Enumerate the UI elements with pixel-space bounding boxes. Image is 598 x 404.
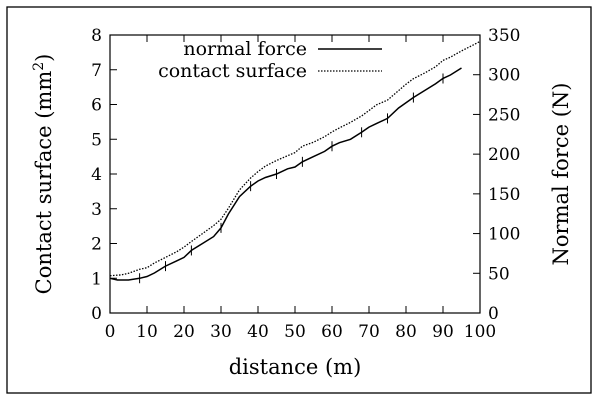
right-tick-label: 100	[488, 225, 520, 245]
left-tick-label: 2	[91, 235, 102, 255]
x-axis-title: distance (m)	[229, 355, 362, 379]
left-axis-ticks: 0 1 2 3 4 5 6 7 8	[91, 26, 117, 324]
left-tick-label: 7	[91, 61, 102, 81]
right-axis-title: Normal force (N)	[549, 83, 573, 266]
left-axis-title-main: Contact surface (mm	[32, 71, 56, 295]
right-tick-label: 250	[488, 105, 520, 125]
left-tick-label: 6	[91, 96, 102, 116]
x-tick-label: 10	[136, 322, 158, 342]
series-line-normal-force	[109, 67, 462, 281]
left-axis-title: Contact surface (mm2)	[31, 54, 56, 295]
x-tick-label: 0	[105, 322, 116, 342]
x-tick-label: 50	[284, 322, 306, 342]
left-tick-label: 8	[91, 26, 102, 46]
right-tick-label: 350	[488, 26, 520, 46]
x-tick-label: 90	[432, 322, 454, 342]
right-tick-label: 200	[488, 145, 520, 165]
left-axis-title-superscript: 2	[31, 62, 47, 71]
x-tick-label: 70	[358, 322, 380, 342]
figure-frame	[6, 6, 592, 394]
right-axis-ticks: 0 50 100 150 200 250 300 350	[473, 26, 520, 324]
x-tick-label: 20	[173, 322, 195, 342]
legend-label-contact-surface: contact surface	[158, 60, 307, 82]
right-tick-label: 300	[488, 66, 520, 86]
legend-label-normal-force: normal force	[183, 38, 307, 60]
left-tick-label: 1	[91, 269, 102, 289]
x-tick-label: 100	[464, 322, 496, 342]
right-tick-label: 0	[488, 304, 499, 324]
left-tick-label: 4	[91, 165, 102, 185]
x-tick-label: 60	[321, 322, 343, 342]
x-tick-label: 30	[210, 322, 232, 342]
series-line-contact-surface	[109, 40, 481, 277]
left-tick-label: 0	[91, 304, 102, 324]
left-axis-title-end: )	[32, 54, 56, 62]
series-layer	[109, 40, 481, 284]
legend: normal force contact surface	[158, 38, 382, 82]
left-tick-label: 5	[91, 130, 102, 150]
x-tick-label: 40	[247, 322, 269, 342]
x-axis-ticks: 0 10 20 30 40 50 60 70 80 90 100	[105, 35, 496, 342]
right-tick-label: 150	[488, 185, 520, 205]
x-tick-label: 80	[395, 322, 417, 342]
left-tick-label: 3	[91, 200, 102, 220]
right-tick-label: 50	[488, 264, 510, 284]
